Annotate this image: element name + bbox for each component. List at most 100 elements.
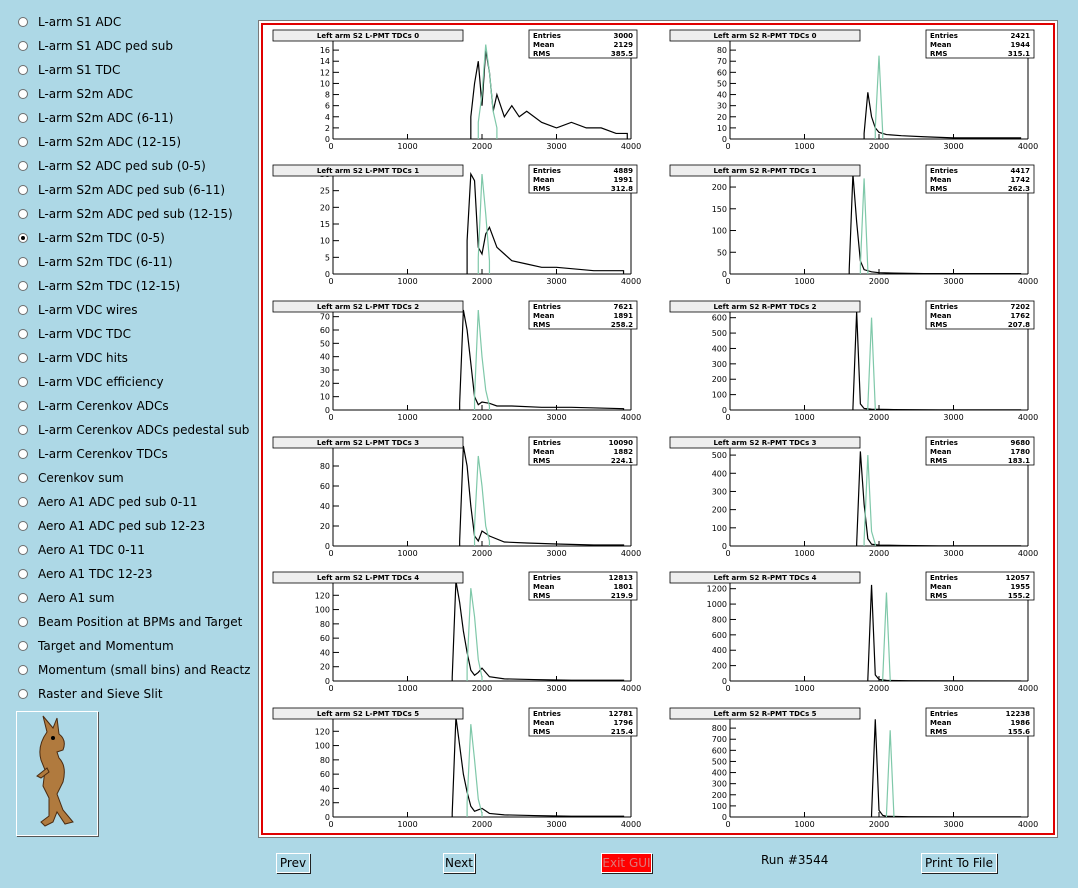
radio-item[interactable]: Beam Position at BPMs and Target xyxy=(14,610,249,634)
radio-button[interactable] xyxy=(18,137,28,147)
x-tick-label: 3000 xyxy=(546,549,566,558)
radio-item[interactable]: L-arm S2m ADC xyxy=(14,82,249,106)
radio-item[interactable]: L-arm Cerenkov ADCs pedestal sub xyxy=(14,418,249,442)
radio-item[interactable]: L-arm S1 ADC xyxy=(14,10,249,34)
radio-item[interactable]: L-arm S2m ADC (12-15) xyxy=(14,130,249,154)
radio-label: L-arm S1 ADC ped sub xyxy=(38,39,173,53)
radio-button[interactable] xyxy=(18,473,28,483)
radio-button[interactable] xyxy=(18,209,28,219)
radio-button[interactable] xyxy=(18,353,28,363)
x-tick-label: 2000 xyxy=(472,684,492,693)
radio-button[interactable] xyxy=(18,449,28,459)
radio-button[interactable] xyxy=(18,617,28,627)
stats-value: 1991 xyxy=(614,176,634,184)
radio-button[interactable] xyxy=(18,17,28,27)
radio-item[interactable]: Cerenkov sum xyxy=(14,466,249,490)
radio-label: Aero A1 sum xyxy=(38,591,115,605)
radio-button[interactable] xyxy=(18,41,28,51)
prev-button[interactable]: Prev xyxy=(276,853,310,873)
histogram-series xyxy=(459,445,625,546)
radio-button[interactable] xyxy=(18,185,28,195)
radio-button[interactable] xyxy=(18,281,28,291)
radio-item[interactable]: Aero A1 TDC 12-23 xyxy=(14,562,249,586)
stats-label: RMS xyxy=(533,50,550,58)
radio-item[interactable]: L-arm S2m TDC (0-5) xyxy=(14,226,249,250)
radio-item[interactable]: L-arm S2m ADC ped sub (12-15) xyxy=(14,202,249,226)
radio-item[interactable]: Momentum (small bins) and Reactz xyxy=(14,658,250,682)
radio-item[interactable]: L-arm S2m TDC (12-15) xyxy=(14,274,249,298)
x-tick-label: 3000 xyxy=(943,684,963,693)
x-tick-label: 4000 xyxy=(621,413,641,422)
stats-value: 1986 xyxy=(1011,719,1031,727)
y-tick-label: 0 xyxy=(722,270,727,279)
radio-item[interactable]: Target and Momentum xyxy=(14,634,249,658)
radio-label: L-arm S1 ADC xyxy=(38,15,122,29)
print-to-file-button[interactable]: Print To File xyxy=(921,853,997,873)
radio-button[interactable] xyxy=(18,569,28,579)
radio-button[interactable] xyxy=(18,257,28,267)
radio-button[interactable] xyxy=(18,113,28,123)
radio-button[interactable] xyxy=(18,689,28,699)
stats-label: Entries xyxy=(930,439,958,447)
radio-item[interactable]: Aero A1 sum xyxy=(14,586,249,610)
radio-item[interactable]: L-arm S2m ADC (6-11) xyxy=(14,106,249,130)
radio-item[interactable]: Raster and Sieve Slit xyxy=(14,682,249,706)
radio-item[interactable]: L-arm S2m ADC ped sub (6-11) xyxy=(14,178,249,202)
title-box xyxy=(669,300,861,313)
stats-label: RMS xyxy=(930,185,947,193)
x-tick-label: 4000 xyxy=(1018,820,1038,829)
radio-item[interactable]: L-arm S1 TDC xyxy=(14,58,249,82)
histogram-title: Left arm S2 R-PMT TDCs 0 xyxy=(713,32,816,40)
exit-gui-button[interactable]: Exit GUI xyxy=(601,853,652,873)
stats-label: Entries xyxy=(533,32,561,40)
radio-item[interactable]: L-arm S2m TDC (6-11) xyxy=(14,250,249,274)
radio-item[interactable]: L-arm VDC hits xyxy=(14,346,249,370)
radio-button[interactable] xyxy=(18,65,28,75)
radio-label: Aero A1 TDC 12-23 xyxy=(38,567,153,581)
radio-item[interactable]: Aero A1 ADC ped sub 12-23 xyxy=(14,514,249,538)
radio-item[interactable]: L-arm S1 ADC ped sub xyxy=(14,34,249,58)
stats-value: 215.4 xyxy=(611,728,633,736)
stats-box xyxy=(925,29,1035,59)
radio-label: Beam Position at BPMs and Target xyxy=(38,615,243,629)
x-tick-label: 3000 xyxy=(546,684,566,693)
radio-item[interactable]: L-arm Cerenkov TDCs xyxy=(14,442,249,466)
radio-button[interactable] xyxy=(18,89,28,99)
y-tick-label: 8 xyxy=(325,91,330,100)
stats-value: 1944 xyxy=(1011,41,1031,49)
stats-value: 12057 xyxy=(1006,574,1030,582)
radio-item[interactable]: L-arm VDC TDC xyxy=(14,322,249,346)
radio-button[interactable] xyxy=(18,233,28,243)
radio-item[interactable]: L-arm S2 ADC ped sub (0-5) xyxy=(14,154,249,178)
radio-button[interactable] xyxy=(18,497,28,507)
radio-label: L-arm S2m TDC (12-15) xyxy=(38,279,181,293)
radio-button[interactable] xyxy=(18,593,28,603)
histogram-series xyxy=(466,171,625,274)
title-box xyxy=(272,164,464,177)
radio-button[interactable] xyxy=(18,545,28,555)
radio-button[interactable] xyxy=(18,305,28,315)
radio-button[interactable] xyxy=(18,425,28,435)
radio-button[interactable] xyxy=(18,521,28,531)
stats-label: Mean xyxy=(930,719,951,727)
radio-button[interactable] xyxy=(18,329,28,339)
radio-label: L-arm VDC TDC xyxy=(38,327,131,341)
radio-label: Raster and Sieve Slit xyxy=(38,687,163,701)
radio-button[interactable] xyxy=(18,665,28,675)
radio-button[interactable] xyxy=(18,641,28,651)
stats-value: 2421 xyxy=(1011,32,1031,40)
radio-item[interactable]: Aero A1 ADC ped sub 0-11 xyxy=(14,490,249,514)
x-tick-label: 4000 xyxy=(621,277,641,286)
radio-item[interactable]: L-arm Cerenkov ADCs xyxy=(14,394,249,418)
radio-button[interactable] xyxy=(18,161,28,171)
y-tick-label: 200 xyxy=(712,375,727,384)
stats-label: RMS xyxy=(930,321,947,329)
next-button[interactable]: Next xyxy=(443,853,475,873)
radio-item[interactable]: Aero A1 TDC 0-11 xyxy=(14,538,249,562)
radio-button[interactable] xyxy=(18,377,28,387)
radio-item[interactable]: L-arm VDC efficiency xyxy=(14,370,249,394)
radio-button[interactable] xyxy=(18,401,28,411)
stats-label: Entries xyxy=(533,167,561,175)
radio-item[interactable]: L-arm VDC wires xyxy=(14,298,249,322)
stats-label: Mean xyxy=(533,583,554,591)
